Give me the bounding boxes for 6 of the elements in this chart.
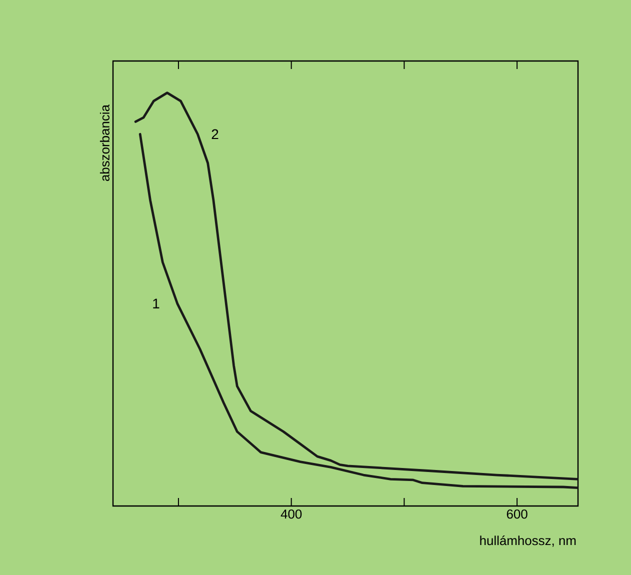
x-tick-label: 400 xyxy=(280,510,302,519)
y-axis-title: abszorbancia xyxy=(100,104,110,182)
series-label: 1 xyxy=(153,298,160,308)
x-axis-title: hullámhossz, nm xyxy=(480,536,576,547)
series-label: 2 xyxy=(212,129,218,139)
x-tick-label: 600 xyxy=(506,510,528,519)
